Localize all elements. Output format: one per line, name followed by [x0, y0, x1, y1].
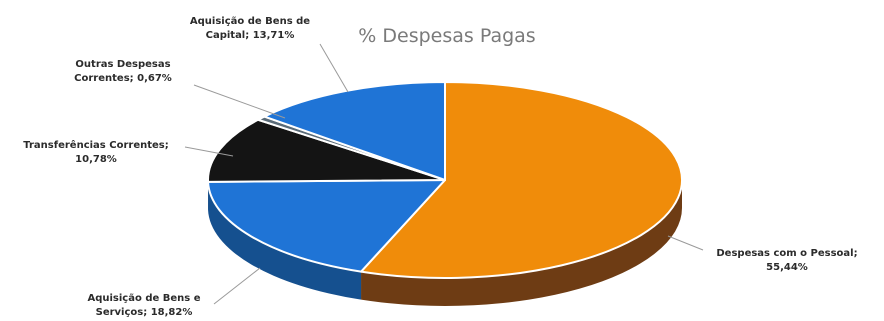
- leader-line-0: [667, 235, 704, 251]
- pie-slice-1: [207, 179, 446, 273]
- slice-label-2-line-1: 10,78%: [75, 154, 117, 165]
- pie-slice-side-0: [361, 180, 682, 306]
- slice-label-4-line-1: Capital; 13,71%: [206, 30, 295, 41]
- leader-line-3: [193, 84, 286, 119]
- leader-line-1: [213, 267, 261, 305]
- label-group: Despesas com o Pessoal; 55,44% Aquisição d…: [23, 16, 857, 318]
- slice-label-4-line-0: Aquisição de Bens de: [190, 16, 310, 27]
- pie-slice-2: [207, 118, 446, 183]
- leader-line-2: [184, 146, 234, 157]
- slice-label-2-line-0: Transferências Correntes;: [23, 139, 168, 151]
- slice-label-1-line-0: Aquisição de Bens e: [87, 293, 200, 304]
- chart-title: % Despesas Pagas: [358, 25, 535, 47]
- pie-slice-side-1: [208, 181, 362, 300]
- pie-group: [207, 81, 683, 306]
- slice-label-3-line-0: Outras Despesas: [75, 59, 170, 70]
- slice-label-3-line-1: Correntes; 0,67%: [74, 73, 172, 84]
- pie-slice-0: [360, 81, 683, 279]
- slice-label-1-line-1: Serviços; 18,82%: [96, 307, 193, 318]
- leader-line-4: [319, 43, 349, 93]
- pie-slice-4: [263, 81, 446, 181]
- slice-label-0-line-1: 55,44%: [766, 262, 808, 273]
- slice-label-0-line-0: Despesas com o Pessoal;: [716, 248, 857, 259]
